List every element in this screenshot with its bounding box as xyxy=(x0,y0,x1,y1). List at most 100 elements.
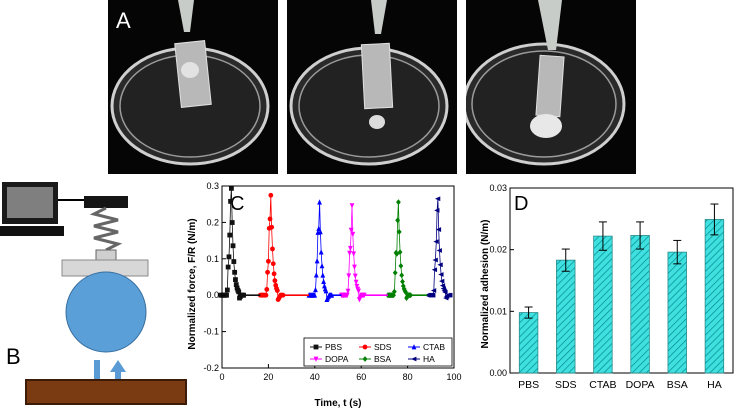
data-point-sds xyxy=(264,286,270,292)
data-point-bsa xyxy=(391,288,397,295)
y-axis-title: Normalized adhesion (N/m) xyxy=(480,220,491,349)
data-point-pbs xyxy=(229,220,235,225)
legend-marker-ha xyxy=(411,356,417,362)
data-point-dopa xyxy=(351,251,357,257)
data-point-ha xyxy=(434,207,440,213)
legend-marker-pbs xyxy=(313,344,319,350)
data-point-sds xyxy=(269,224,275,230)
data-point-ctab xyxy=(329,292,335,298)
petri-dish-photo-2 xyxy=(287,0,457,174)
data-point-ha xyxy=(438,272,444,277)
data-point-ha xyxy=(435,227,442,232)
data-point-pbs xyxy=(232,269,238,275)
data-point-bsa xyxy=(392,269,398,276)
y-tick-label: -0.2 xyxy=(203,363,219,373)
data-point-ctab xyxy=(317,229,323,235)
data-point-pbs xyxy=(224,292,229,298)
bar-ctab xyxy=(593,235,613,374)
data-point-ctab xyxy=(313,272,319,278)
x-axis-title: Time, t (s) xyxy=(314,398,361,409)
x-tick-label: CTAB xyxy=(589,379,616,391)
data-point-pbs xyxy=(227,232,233,238)
data-point-dopa xyxy=(350,231,356,238)
data-point-ha xyxy=(431,267,438,273)
adhesion-chart-panel-d: 0.00 0.01 0.02 0.03 PBS SDS CTAB DOPA BSA HA D No… xyxy=(478,180,739,413)
y-tick-label: 0.2 xyxy=(206,217,219,227)
data-point-sds xyxy=(274,288,280,294)
bar-bsa xyxy=(667,251,687,374)
data-point-ctab xyxy=(323,288,329,294)
data-point-bsa xyxy=(396,229,402,235)
x-tick-label: BSA xyxy=(667,379,688,391)
petri-dish-photo-1: A xyxy=(108,0,278,174)
data-point-ha xyxy=(436,248,442,253)
data-point-pbs xyxy=(224,287,230,293)
panel-label-a: A xyxy=(116,8,131,33)
legend-marker-dopa xyxy=(313,356,319,362)
plot-frame xyxy=(221,185,455,369)
data-point-dopa xyxy=(352,264,357,270)
panel-label-d: D xyxy=(514,193,528,215)
data-point-ha xyxy=(430,292,436,298)
force-series-group xyxy=(218,185,453,303)
force-time-chart: C 0 20 40 60 80 100 -0.2 -0.1 0.0 0.1 0.2 0.3 Time,… xyxy=(187,181,462,409)
data-point-ha xyxy=(442,289,448,295)
x-tick-label: 0 xyxy=(219,372,224,382)
data-point-ctab xyxy=(316,225,322,231)
data-point-pbs xyxy=(233,282,239,287)
data-point-ha xyxy=(439,283,446,289)
data-point-ha xyxy=(437,262,443,268)
adhesion-bars xyxy=(518,203,725,374)
y-tick-label: 0.02 xyxy=(489,245,507,255)
x-tick-label: DOPA xyxy=(626,379,655,391)
data-point-ctab xyxy=(312,292,318,298)
x-tick-label: PBS xyxy=(518,379,539,391)
data-point-sds xyxy=(268,192,274,198)
data-point-dopa xyxy=(344,292,350,299)
data-point-dopa xyxy=(361,292,367,299)
data-point-bsa xyxy=(401,286,407,292)
data-point-pbs xyxy=(231,259,237,264)
x-tick-label: HA xyxy=(707,379,722,391)
x-tick-label: 100 xyxy=(446,372,461,382)
legend-label-ha: HA xyxy=(423,354,435,364)
y-tick-label: 0.1 xyxy=(206,254,219,264)
data-point-dopa xyxy=(346,273,352,279)
legend-label-pbs: PBS xyxy=(325,342,342,352)
petri-dish-photo-3 xyxy=(466,0,636,174)
spring-icon xyxy=(89,206,123,252)
data-point-pbs xyxy=(233,277,238,283)
data-point-dopa xyxy=(348,245,353,252)
adhesion-bar-chart: 0.00 0.01 0.02 0.03 PBS SDS CTAB DOPA BSA HA D No… xyxy=(480,183,734,391)
data-point-bsa xyxy=(398,262,404,269)
x-tick-label: 80 xyxy=(403,372,413,382)
y-tick-label: -0.1 xyxy=(203,327,219,337)
legend-label-dopa: DOPA xyxy=(325,354,349,364)
legend-label-bsa: BSA xyxy=(374,354,391,364)
data-point-sds xyxy=(271,271,277,277)
data-point-dopa xyxy=(356,288,361,294)
y-tick-label: 0.0 xyxy=(206,290,219,300)
data-point-bsa xyxy=(400,278,405,285)
series-line-bsa xyxy=(387,202,411,300)
data-point-bsa xyxy=(408,292,414,299)
arrow-up-icon xyxy=(110,360,126,392)
data-point-ctab xyxy=(313,286,318,293)
force-sensor xyxy=(84,196,128,208)
data-point-pbs xyxy=(226,254,232,260)
data-point-pbs xyxy=(228,185,234,191)
data-point-pbs xyxy=(228,198,233,204)
data-point-ha xyxy=(432,257,438,263)
data-point-ctab xyxy=(319,262,325,269)
data-point-ctab xyxy=(318,249,324,255)
x-tick-label: 40 xyxy=(310,372,320,382)
bar-ha xyxy=(704,219,725,374)
data-point-dopa xyxy=(353,279,359,286)
series-line-ha xyxy=(427,198,451,300)
data-point-bsa xyxy=(396,199,401,206)
data-point-ctab xyxy=(317,199,322,205)
x-tick-label: SDS xyxy=(555,379,577,391)
bar-dopa xyxy=(630,235,650,374)
y-tick-label: 0.03 xyxy=(489,183,507,193)
data-point-dopa xyxy=(352,273,358,279)
